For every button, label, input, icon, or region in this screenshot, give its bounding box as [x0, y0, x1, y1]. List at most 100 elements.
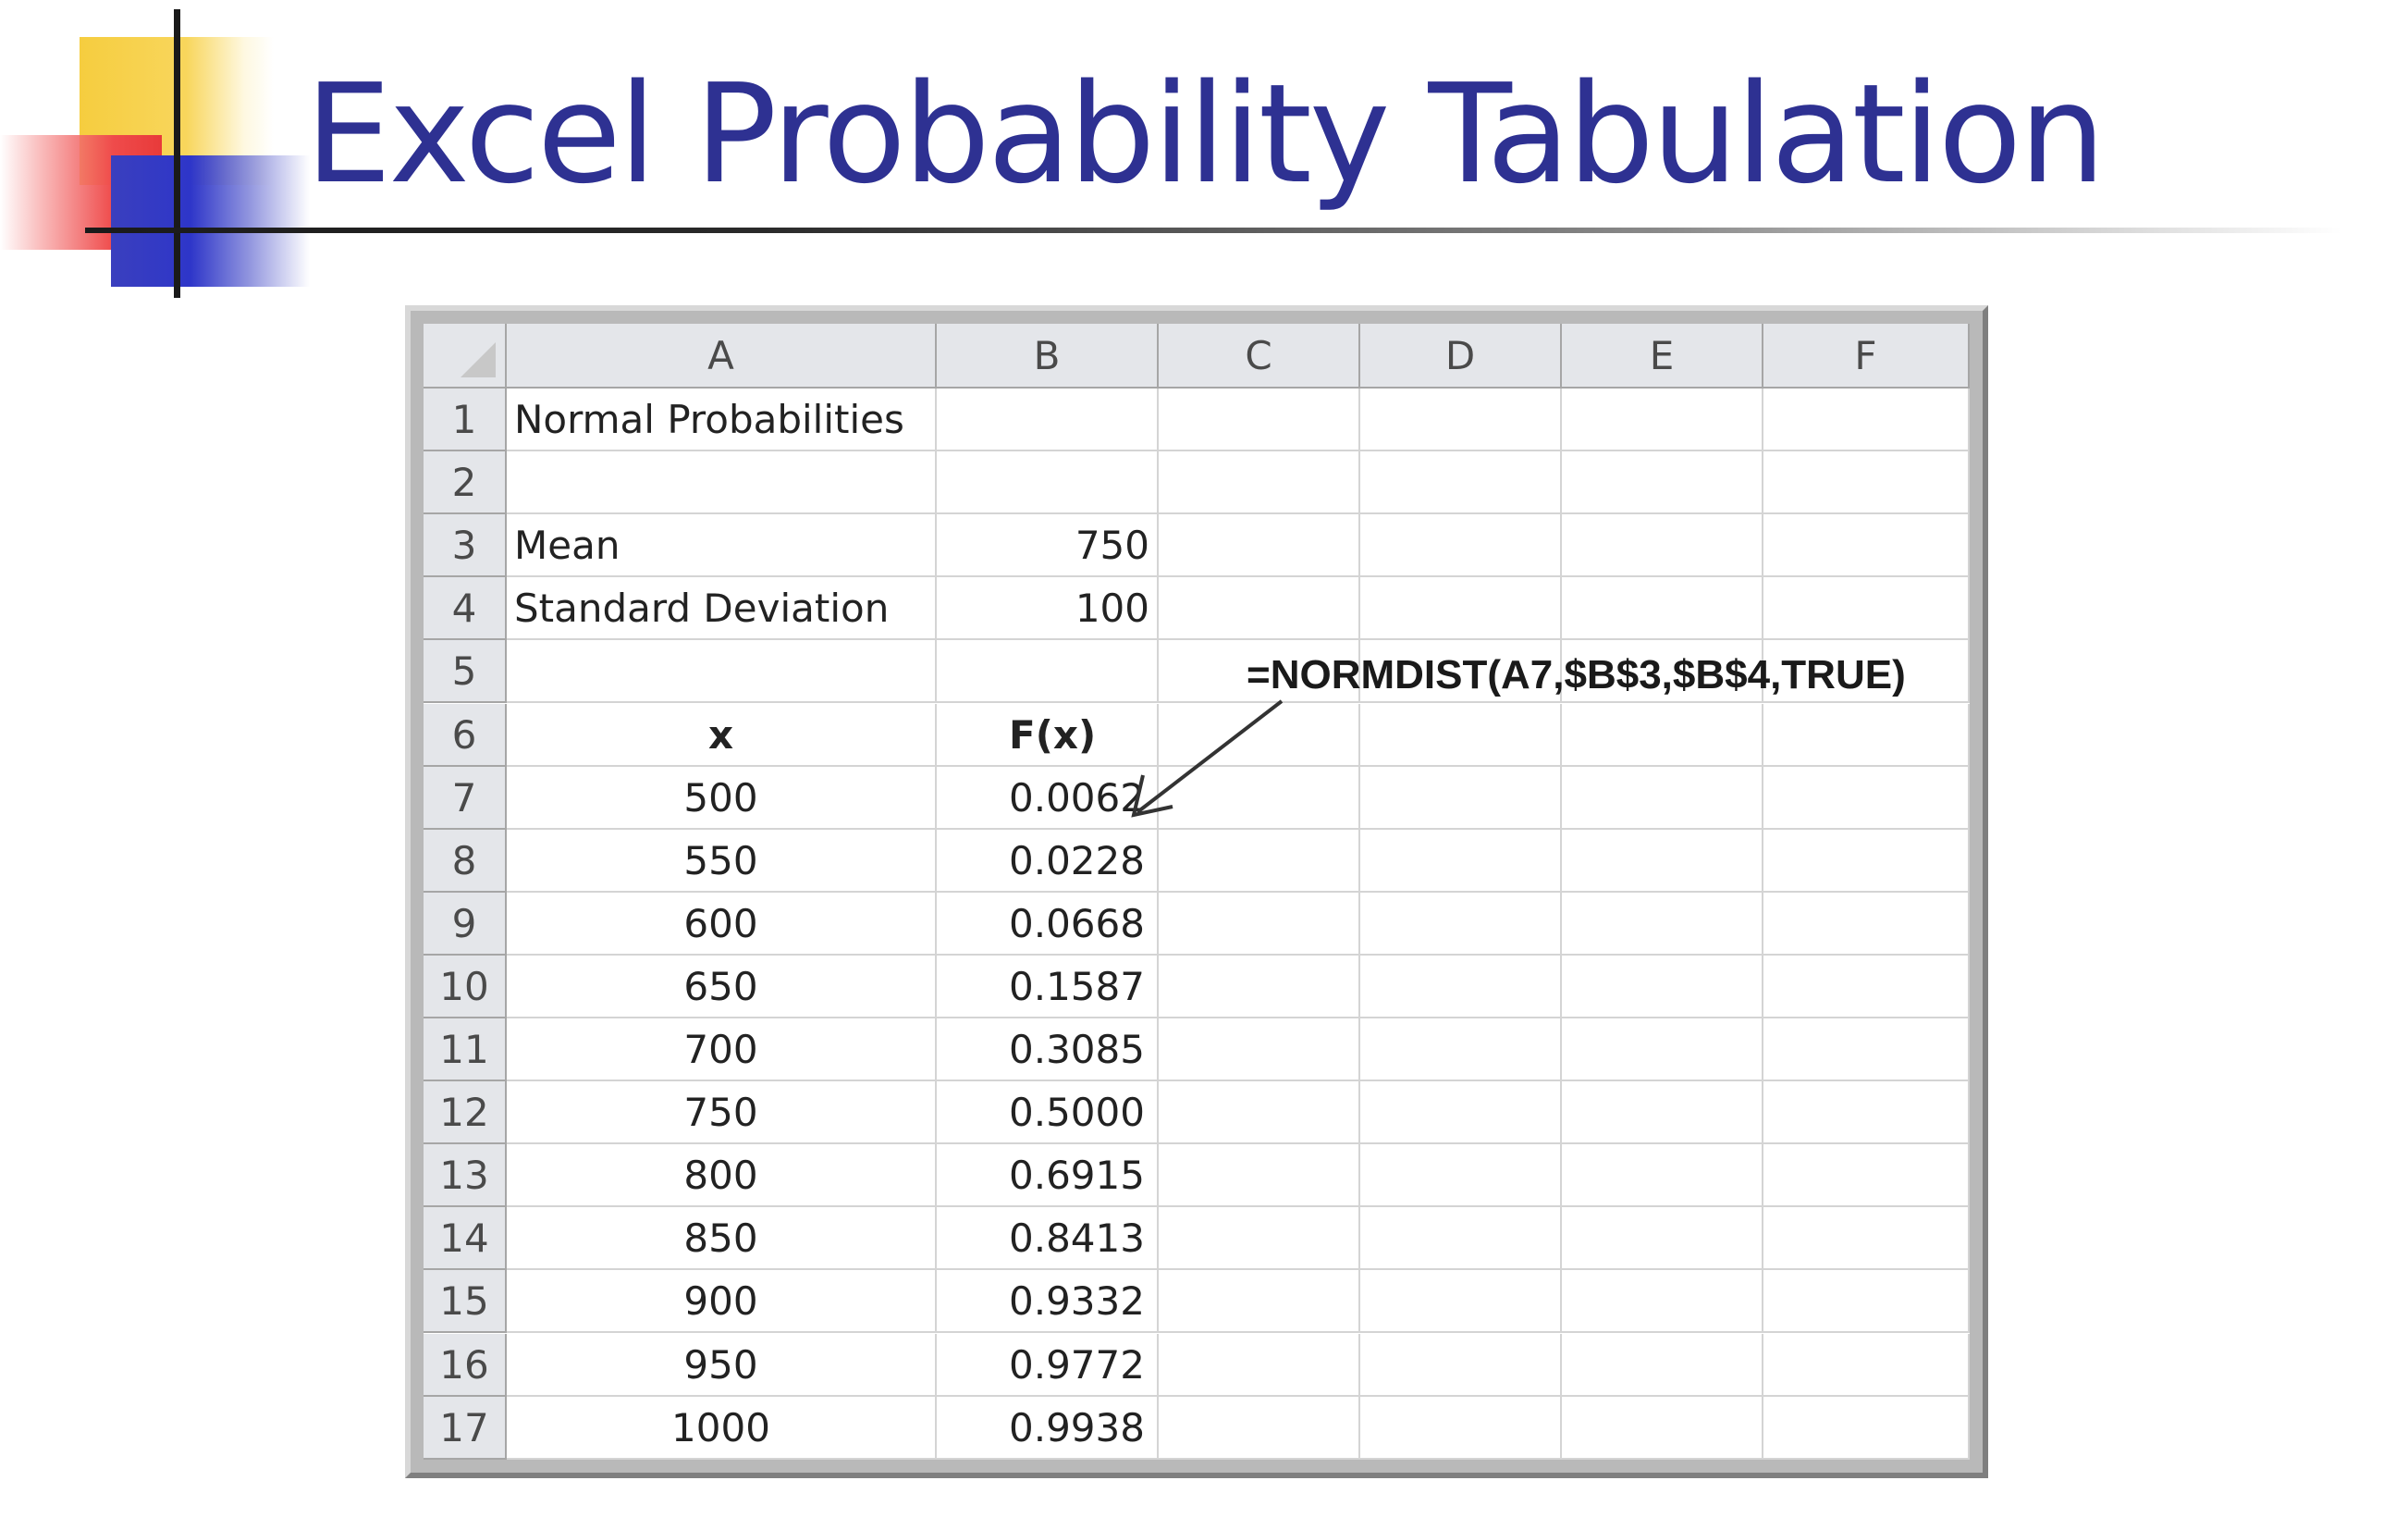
cell-f16[interactable]	[1763, 1333, 1970, 1397]
cell-f12[interactable]	[1763, 1081, 1970, 1145]
cell-b2[interactable]	[937, 451, 1159, 515]
cell-d4[interactable]	[1360, 577, 1562, 641]
cell-d14[interactable]	[1360, 1207, 1562, 1271]
cell-f11[interactable]	[1763, 1018, 1970, 1082]
cell-b1[interactable]	[937, 389, 1159, 452]
cell-a1[interactable]: Normal Probabilities	[507, 389, 937, 452]
cell-d17[interactable]	[1360, 1396, 1562, 1460]
cell-e15[interactable]	[1562, 1270, 1763, 1334]
cell-e5[interactable]	[1562, 640, 1763, 704]
row-header-12[interactable]: 12	[424, 1081, 507, 1145]
cell-b8[interactable]: 0.0228	[937, 829, 1159, 893]
cell-d13[interactable]	[1360, 1144, 1562, 1208]
cell-b9[interactable]: 0.0668	[937, 892, 1159, 956]
row-header-14[interactable]: 14	[424, 1207, 507, 1271]
cell-b15[interactable]: 0.9332	[937, 1270, 1159, 1334]
cell-c5[interactable]	[1159, 640, 1360, 704]
cell-b17[interactable]: 0.9938	[937, 1396, 1159, 1460]
row-header-6[interactable]: 6	[424, 703, 507, 767]
cell-d9[interactable]	[1360, 892, 1562, 956]
cell-a4[interactable]: Standard Deviation	[507, 577, 937, 641]
cell-c6[interactable]	[1159, 703, 1360, 767]
cell-b10[interactable]: 0.1587	[937, 955, 1159, 1018]
cell-b11[interactable]: 0.3085	[937, 1018, 1159, 1082]
cell-c11[interactable]	[1159, 1018, 1360, 1082]
cell-f13[interactable]	[1763, 1144, 1970, 1208]
cell-f4[interactable]	[1763, 577, 1970, 641]
cell-d3[interactable]	[1360, 514, 1562, 578]
cell-c16[interactable]	[1159, 1333, 1360, 1397]
column-header-f[interactable]: F	[1763, 324, 1970, 389]
cell-f3[interactable]	[1763, 514, 1970, 578]
cell-e8[interactable]	[1562, 829, 1763, 893]
row-header-7[interactable]: 7	[424, 766, 507, 830]
cell-d6[interactable]	[1360, 703, 1562, 767]
cell-a13[interactable]: 800	[507, 1144, 937, 1208]
cell-c17[interactable]	[1159, 1396, 1360, 1460]
cell-f8[interactable]	[1763, 829, 1970, 893]
cell-d5[interactable]	[1360, 640, 1562, 704]
cell-e7[interactable]	[1562, 766, 1763, 830]
cell-b4[interactable]: 100	[937, 577, 1159, 641]
row-header-9[interactable]: 9	[424, 892, 507, 956]
cell-a6[interactable]: x	[507, 703, 937, 767]
cell-e17[interactable]	[1562, 1396, 1763, 1460]
cell-e12[interactable]	[1562, 1081, 1763, 1145]
cell-a2[interactable]	[507, 451, 937, 515]
cell-a11[interactable]: 700	[507, 1018, 937, 1082]
row-header-8[interactable]: 8	[424, 829, 507, 893]
cell-c15[interactable]	[1159, 1270, 1360, 1334]
row-header-15[interactable]: 15	[424, 1270, 507, 1334]
column-header-d[interactable]: D	[1360, 324, 1562, 389]
cell-d8[interactable]	[1360, 829, 1562, 893]
cell-b5[interactable]	[937, 640, 1159, 704]
cell-c7[interactable]	[1159, 766, 1360, 830]
cell-c1[interactable]	[1159, 389, 1360, 452]
cell-d2[interactable]	[1360, 451, 1562, 515]
row-header-10[interactable]: 10	[424, 955, 507, 1018]
cell-b16[interactable]: 0.9772	[937, 1333, 1159, 1397]
cell-b14[interactable]: 0.8413	[937, 1207, 1159, 1271]
cell-c8[interactable]	[1159, 829, 1360, 893]
cell-f14[interactable]	[1763, 1207, 1970, 1271]
cell-e2[interactable]	[1562, 451, 1763, 515]
cell-e6[interactable]	[1562, 703, 1763, 767]
cell-b3[interactable]: 750	[937, 514, 1159, 578]
cell-a8[interactable]: 550	[507, 829, 937, 893]
cell-b12[interactable]: 0.5000	[937, 1081, 1159, 1145]
cell-a12[interactable]: 750	[507, 1081, 937, 1145]
row-header-5[interactable]: 5	[424, 640, 507, 704]
column-header-e[interactable]: E	[1562, 324, 1763, 389]
cell-e16[interactable]	[1562, 1333, 1763, 1397]
column-header-a[interactable]: A	[507, 324, 937, 389]
cell-a14[interactable]: 850	[507, 1207, 937, 1271]
cell-e1[interactable]	[1562, 389, 1763, 452]
cell-a10[interactable]: 650	[507, 955, 937, 1018]
cell-f2[interactable]	[1763, 451, 1970, 515]
row-header-13[interactable]: 13	[424, 1144, 507, 1208]
cell-c3[interactable]	[1159, 514, 1360, 578]
cell-c14[interactable]	[1159, 1207, 1360, 1271]
row-header-17[interactable]: 17	[424, 1396, 507, 1460]
cell-f10[interactable]	[1763, 955, 1970, 1018]
cell-f17[interactable]	[1763, 1396, 1970, 1460]
row-header-4[interactable]: 4	[424, 577, 507, 641]
cell-a3[interactable]: Mean	[507, 514, 937, 578]
cell-d1[interactable]	[1360, 389, 1562, 452]
cell-f5[interactable]	[1763, 640, 1970, 704]
row-header-3[interactable]: 3	[424, 514, 507, 578]
cell-a17[interactable]: 1000	[507, 1396, 937, 1460]
cell-e11[interactable]	[1562, 1018, 1763, 1082]
cell-a7[interactable]: 500	[507, 766, 937, 830]
cell-b13[interactable]: 0.6915	[937, 1144, 1159, 1208]
cell-d7[interactable]	[1360, 766, 1562, 830]
column-header-c[interactable]: C	[1159, 324, 1360, 389]
cell-e3[interactable]	[1562, 514, 1763, 578]
cell-a9[interactable]: 600	[507, 892, 937, 956]
cell-a15[interactable]: 900	[507, 1270, 937, 1334]
cell-d12[interactable]	[1360, 1081, 1562, 1145]
cell-e9[interactable]	[1562, 892, 1763, 956]
cell-f6[interactable]	[1763, 703, 1970, 767]
cell-c2[interactable]	[1159, 451, 1360, 515]
cell-a16[interactable]: 950	[507, 1333, 937, 1397]
